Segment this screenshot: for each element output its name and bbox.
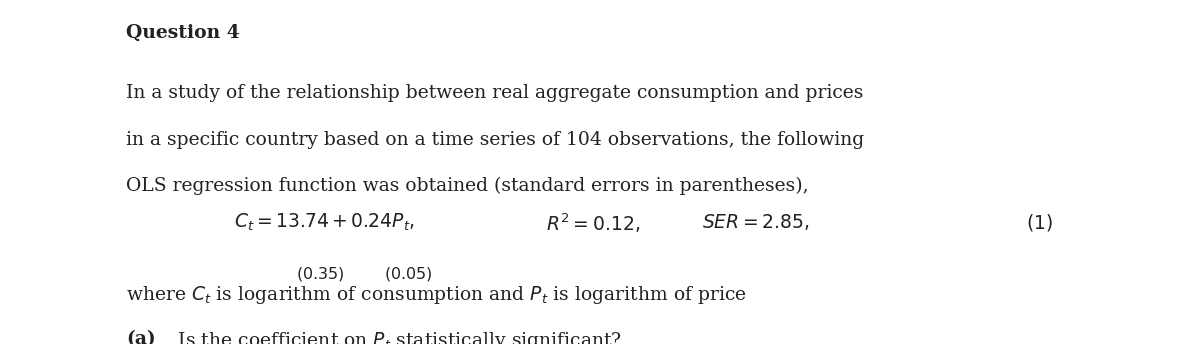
- Text: where $C_t$ is logarithm of consumption and $P_t$ is logarithm of price: where $C_t$ is logarithm of consumption …: [126, 284, 748, 306]
- Text: $C_t = 13.74 + 0.24 P_t,$: $C_t = 13.74 + 0.24 P_t,$: [234, 212, 415, 233]
- Text: $(0.35)$: $(0.35)$: [296, 265, 346, 283]
- Text: in a specific country based on a time series of 104 observations, the following: in a specific country based on a time se…: [126, 131, 864, 149]
- Text: $SER = 2.85,$: $SER = 2.85,$: [702, 212, 809, 232]
- Text: $(0.05)$: $(0.05)$: [384, 265, 433, 283]
- Text: Question 4: Question 4: [126, 24, 240, 42]
- Text: (a): (a): [126, 330, 156, 344]
- Text: $(1)$: $(1)$: [1026, 212, 1052, 233]
- Text: Is the coefficient on $P_t$ statistically significant?: Is the coefficient on $P_t$ statisticall…: [172, 330, 622, 344]
- Text: In a study of the relationship between real aggregate consumption and prices: In a study of the relationship between r…: [126, 84, 863, 102]
- Text: OLS regression function was obtained (standard errors in parentheses),: OLS regression function was obtained (st…: [126, 177, 809, 195]
- Text: $R^2 = 0.12,$: $R^2 = 0.12,$: [546, 212, 640, 235]
